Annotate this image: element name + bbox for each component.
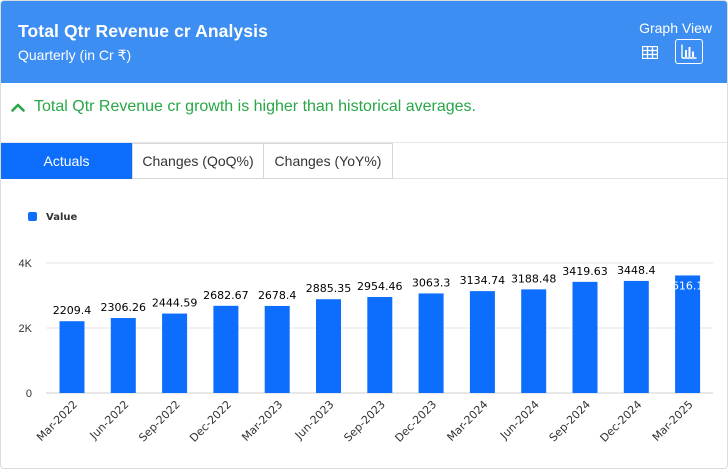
bar-value-label: 2306.26 bbox=[101, 301, 147, 314]
bar-Dec-2024 bbox=[623, 280, 649, 393]
bar-Mar-2023 bbox=[264, 305, 290, 393]
bar-value-label: 2954.46 bbox=[357, 280, 403, 293]
bar-Dec-2022 bbox=[213, 305, 239, 393]
bar-value-label: 2209.4 bbox=[53, 304, 92, 317]
x-tick-label: Sep-2024 bbox=[547, 398, 593, 444]
bar-Mar-2025 bbox=[675, 275, 701, 393]
bar-Sep-2024 bbox=[572, 281, 598, 393]
bar-Mar-2022 bbox=[59, 321, 85, 393]
bar-Sep-2022 bbox=[162, 313, 188, 393]
bar-Mar-2024 bbox=[469, 291, 495, 393]
bar-value-label: 2682.67 bbox=[203, 289, 249, 302]
y-tick-label: 2K bbox=[19, 323, 33, 335]
bar-value-label: 3063.3 bbox=[412, 276, 451, 289]
graph-view-button[interactable] bbox=[675, 39, 703, 64]
legend-label: Value bbox=[46, 212, 77, 223]
x-tick-label: Mar-2024 bbox=[445, 398, 491, 444]
bar-value-label: 3188.48 bbox=[511, 272, 557, 285]
chevron-up-icon bbox=[11, 103, 25, 112]
bar-value-label: 3134.74 bbox=[460, 274, 506, 287]
bar-value-label: 2444.59 bbox=[152, 297, 198, 310]
bar-Dec-2023 bbox=[418, 293, 444, 393]
bar-Jun-2022 bbox=[110, 318, 136, 393]
chart-area: Value 0 2K 4K 2209.4 Mar-2022 2306.26 Jun-2022 2… bbox=[1, 179, 727, 468]
x-tick-label: Dec-2024 bbox=[598, 398, 645, 445]
card-header: Total Qtr Revenue cr Analysis Quarterly … bbox=[1, 1, 727, 83]
x-tick-label: Sep-2023 bbox=[341, 398, 387, 444]
bar-Jun-2023 bbox=[316, 299, 341, 393]
y-tick-label: 0 bbox=[26, 388, 32, 400]
x-tick-label: Mar-2022 bbox=[34, 398, 80, 444]
tab-changes-yoy[interactable]: Changes (YoY%) bbox=[263, 143, 393, 179]
bar-Jun-2024 bbox=[521, 289, 547, 393]
card-title: Total Qtr Revenue cr Analysis bbox=[18, 21, 268, 41]
bar-value-label: 3448.4 bbox=[617, 264, 656, 277]
x-tick-label: Jun-2023 bbox=[292, 398, 337, 443]
x-tick-label: Mar-2023 bbox=[239, 398, 285, 444]
bar-value-label: 2885.35 bbox=[306, 282, 352, 295]
x-tick-label: Mar-2025 bbox=[650, 398, 696, 444]
insight-banner: Total Qtr Revenue cr growth is higher th… bbox=[1, 83, 727, 143]
chart-legend: Value bbox=[28, 212, 77, 223]
insight-text: Total Qtr Revenue cr growth is higher th… bbox=[34, 98, 476, 115]
bar-chart-icon bbox=[681, 44, 697, 59]
chart-tabs: Actuals Changes (QoQ%) Changes (YoY%) bbox=[1, 143, 727, 179]
x-tick-label: Dec-2023 bbox=[392, 398, 439, 445]
y-tick-label: 4K bbox=[19, 258, 33, 270]
bar-value-label: 3419.63 bbox=[562, 265, 608, 278]
legend-swatch bbox=[28, 212, 37, 221]
table-view-button[interactable] bbox=[637, 40, 663, 64]
x-tick-label: Sep-2022 bbox=[136, 398, 182, 444]
tab-changes-qoq[interactable]: Changes (QoQ%) bbox=[132, 143, 264, 179]
card-subtitle: Quarterly (in Cr ₹) bbox=[18, 47, 132, 63]
bar-value-label: 2678.4 bbox=[258, 289, 297, 302]
bar-value-label: 616.1 bbox=[672, 279, 704, 292]
x-tick-label: Jun-2024 bbox=[497, 398, 542, 443]
view-mode-label: Graph View bbox=[639, 20, 712, 36]
x-tick-label: Jun-2022 bbox=[87, 398, 132, 443]
table-icon bbox=[642, 45, 658, 59]
x-tick-label: Dec-2022 bbox=[187, 398, 234, 445]
revenue-bar-chart: Value 0 2K 4K 2209.4 Mar-2022 2306.26 Jun-2022 2… bbox=[19, 212, 713, 445]
bar-Sep-2023 bbox=[367, 296, 393, 393]
tab-actuals[interactable]: Actuals bbox=[1, 143, 132, 179]
